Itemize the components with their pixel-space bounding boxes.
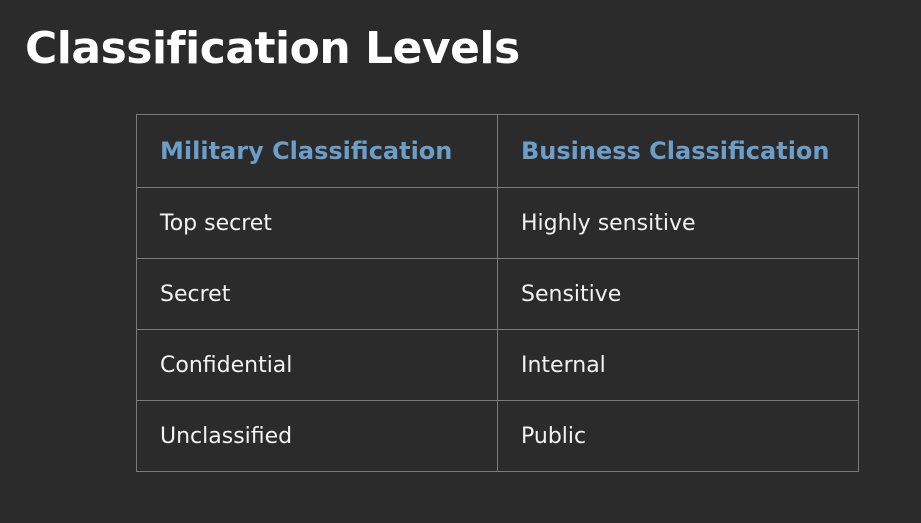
cell-military: Confidential (136, 329, 498, 401)
table-row: Top secret Highly sensitive (136, 187, 859, 259)
cell-business: Highly sensitive (497, 187, 859, 259)
header-business-classification: Business Classification (497, 114, 859, 188)
table-row: Confidential Internal (136, 329, 859, 401)
classification-table: Military Classification Business Classif… (136, 114, 859, 472)
table-row: Secret Sensitive (136, 258, 859, 330)
cell-business: Internal (497, 329, 859, 401)
cell-military: Unclassified (136, 400, 498, 472)
cell-business: Sensitive (497, 258, 859, 330)
cell-military: Top secret (136, 187, 498, 259)
header-military-classification: Military Classification (136, 114, 498, 188)
table-row: Unclassified Public (136, 400, 859, 472)
slide-title: Classification Levels (25, 23, 520, 74)
cell-military: Secret (136, 258, 498, 330)
cell-business: Public (497, 400, 859, 472)
table-header-row: Military Classification Business Classif… (136, 114, 859, 188)
